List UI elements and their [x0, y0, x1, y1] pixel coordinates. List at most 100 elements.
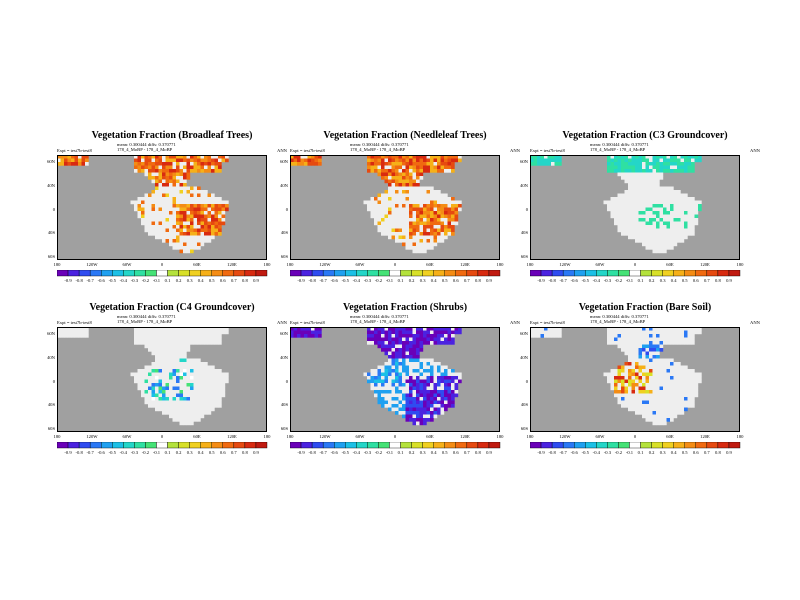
lat-tick-label: 0	[525, 206, 528, 212]
map-cell	[144, 228, 149, 233]
map-cell	[617, 218, 622, 222]
map-cell	[656, 414, 660, 419]
map-cell	[614, 218, 618, 222]
map-cell	[402, 344, 406, 349]
map-cell	[412, 397, 417, 401]
map-cell	[433, 365, 438, 370]
season-label: ANN	[277, 320, 287, 325]
map-cell	[186, 404, 191, 408]
map-cell	[631, 407, 636, 412]
map-cell	[628, 162, 632, 166]
map-cell	[78, 330, 82, 335]
map-cell	[610, 376, 615, 380]
map-cell	[172, 404, 177, 408]
map-cell	[642, 337, 646, 342]
map-cell	[645, 327, 650, 331]
map-cell	[377, 207, 382, 212]
map-cell	[437, 411, 441, 415]
map-cell	[635, 190, 639, 194]
colorbar-label: -0.2	[375, 278, 383, 283]
map-cell	[426, 204, 431, 208]
map-cell	[172, 379, 177, 384]
map-cell	[684, 341, 688, 345]
map-cell	[64, 162, 68, 166]
map-cell	[405, 204, 410, 208]
map-cell	[207, 204, 212, 208]
map-cell	[423, 200, 427, 205]
map-cell	[398, 362, 403, 366]
map-cell	[162, 197, 166, 201]
map-cell	[384, 376, 389, 380]
map-cell	[444, 400, 448, 405]
map-cell	[391, 341, 396, 345]
map-cell	[405, 221, 410, 226]
map-cell	[409, 327, 413, 331]
map-cell	[677, 404, 681, 408]
map-cell	[81, 155, 86, 159]
map-cell	[419, 207, 424, 212]
map-cell	[169, 327, 173, 331]
colorbar-label: 0.3	[660, 278, 666, 283]
map-cell	[684, 235, 688, 240]
panel-title: Vegetation Fraction (Needleleaf Trees)	[323, 130, 487, 141]
map-cell	[691, 404, 695, 408]
map-cell	[617, 169, 622, 173]
map-cell	[158, 183, 163, 187]
map-cell	[419, 407, 424, 412]
map-cell	[197, 242, 201, 247]
map-cell	[631, 176, 636, 180]
map-cell	[437, 369, 441, 373]
map-cell	[218, 404, 222, 408]
lat-tick-label: 0	[285, 378, 288, 384]
map-cell	[190, 193, 194, 198]
map-cell	[290, 155, 294, 159]
map-cell	[395, 351, 399, 356]
map-cell	[635, 169, 639, 173]
map-cell	[610, 383, 615, 387]
map-cell	[207, 239, 212, 243]
map-cell	[176, 207, 180, 212]
map-cell	[169, 172, 173, 177]
lat-tick-label: 0	[525, 378, 528, 384]
map-cell	[193, 186, 198, 191]
map-cell	[405, 341, 410, 345]
map-cell	[628, 397, 632, 401]
map-cell	[628, 225, 632, 229]
map-cell	[684, 214, 688, 219]
map-cell	[426, 162, 431, 166]
lon-tick-label: 120E	[227, 262, 237, 267]
map-cell	[391, 407, 396, 412]
map-cell	[183, 327, 187, 331]
map-cell	[458, 200, 462, 205]
map-cell	[151, 176, 156, 180]
map-cell	[151, 190, 156, 194]
colorbar-label: 0.6	[453, 450, 459, 455]
map-cell	[144, 158, 149, 163]
map-cell	[659, 249, 664, 254]
map-cell	[624, 386, 629, 391]
map-cell	[430, 386, 434, 391]
map-cell	[169, 207, 173, 212]
map-cell	[176, 351, 180, 356]
colorbar-swatch	[322, 270, 335, 277]
map-cell	[377, 383, 382, 387]
map-cell	[409, 362, 413, 366]
map-cell	[670, 358, 674, 363]
map-cell	[179, 186, 184, 191]
map-cell	[412, 183, 417, 187]
map-cell	[684, 379, 688, 384]
map-cell	[656, 365, 660, 370]
map-cell	[190, 225, 194, 229]
colorbar-swatch	[477, 442, 490, 449]
map-cell	[628, 355, 632, 359]
map-plot	[57, 155, 267, 260]
map-cell	[635, 155, 639, 159]
map-cell	[370, 369, 375, 373]
map-cell	[148, 169, 152, 173]
map-cell	[423, 235, 427, 240]
map-cell	[398, 204, 403, 208]
map-cell	[57, 330, 61, 335]
map-cell	[207, 221, 212, 226]
map-cell	[440, 221, 445, 226]
map-cell	[663, 169, 667, 173]
